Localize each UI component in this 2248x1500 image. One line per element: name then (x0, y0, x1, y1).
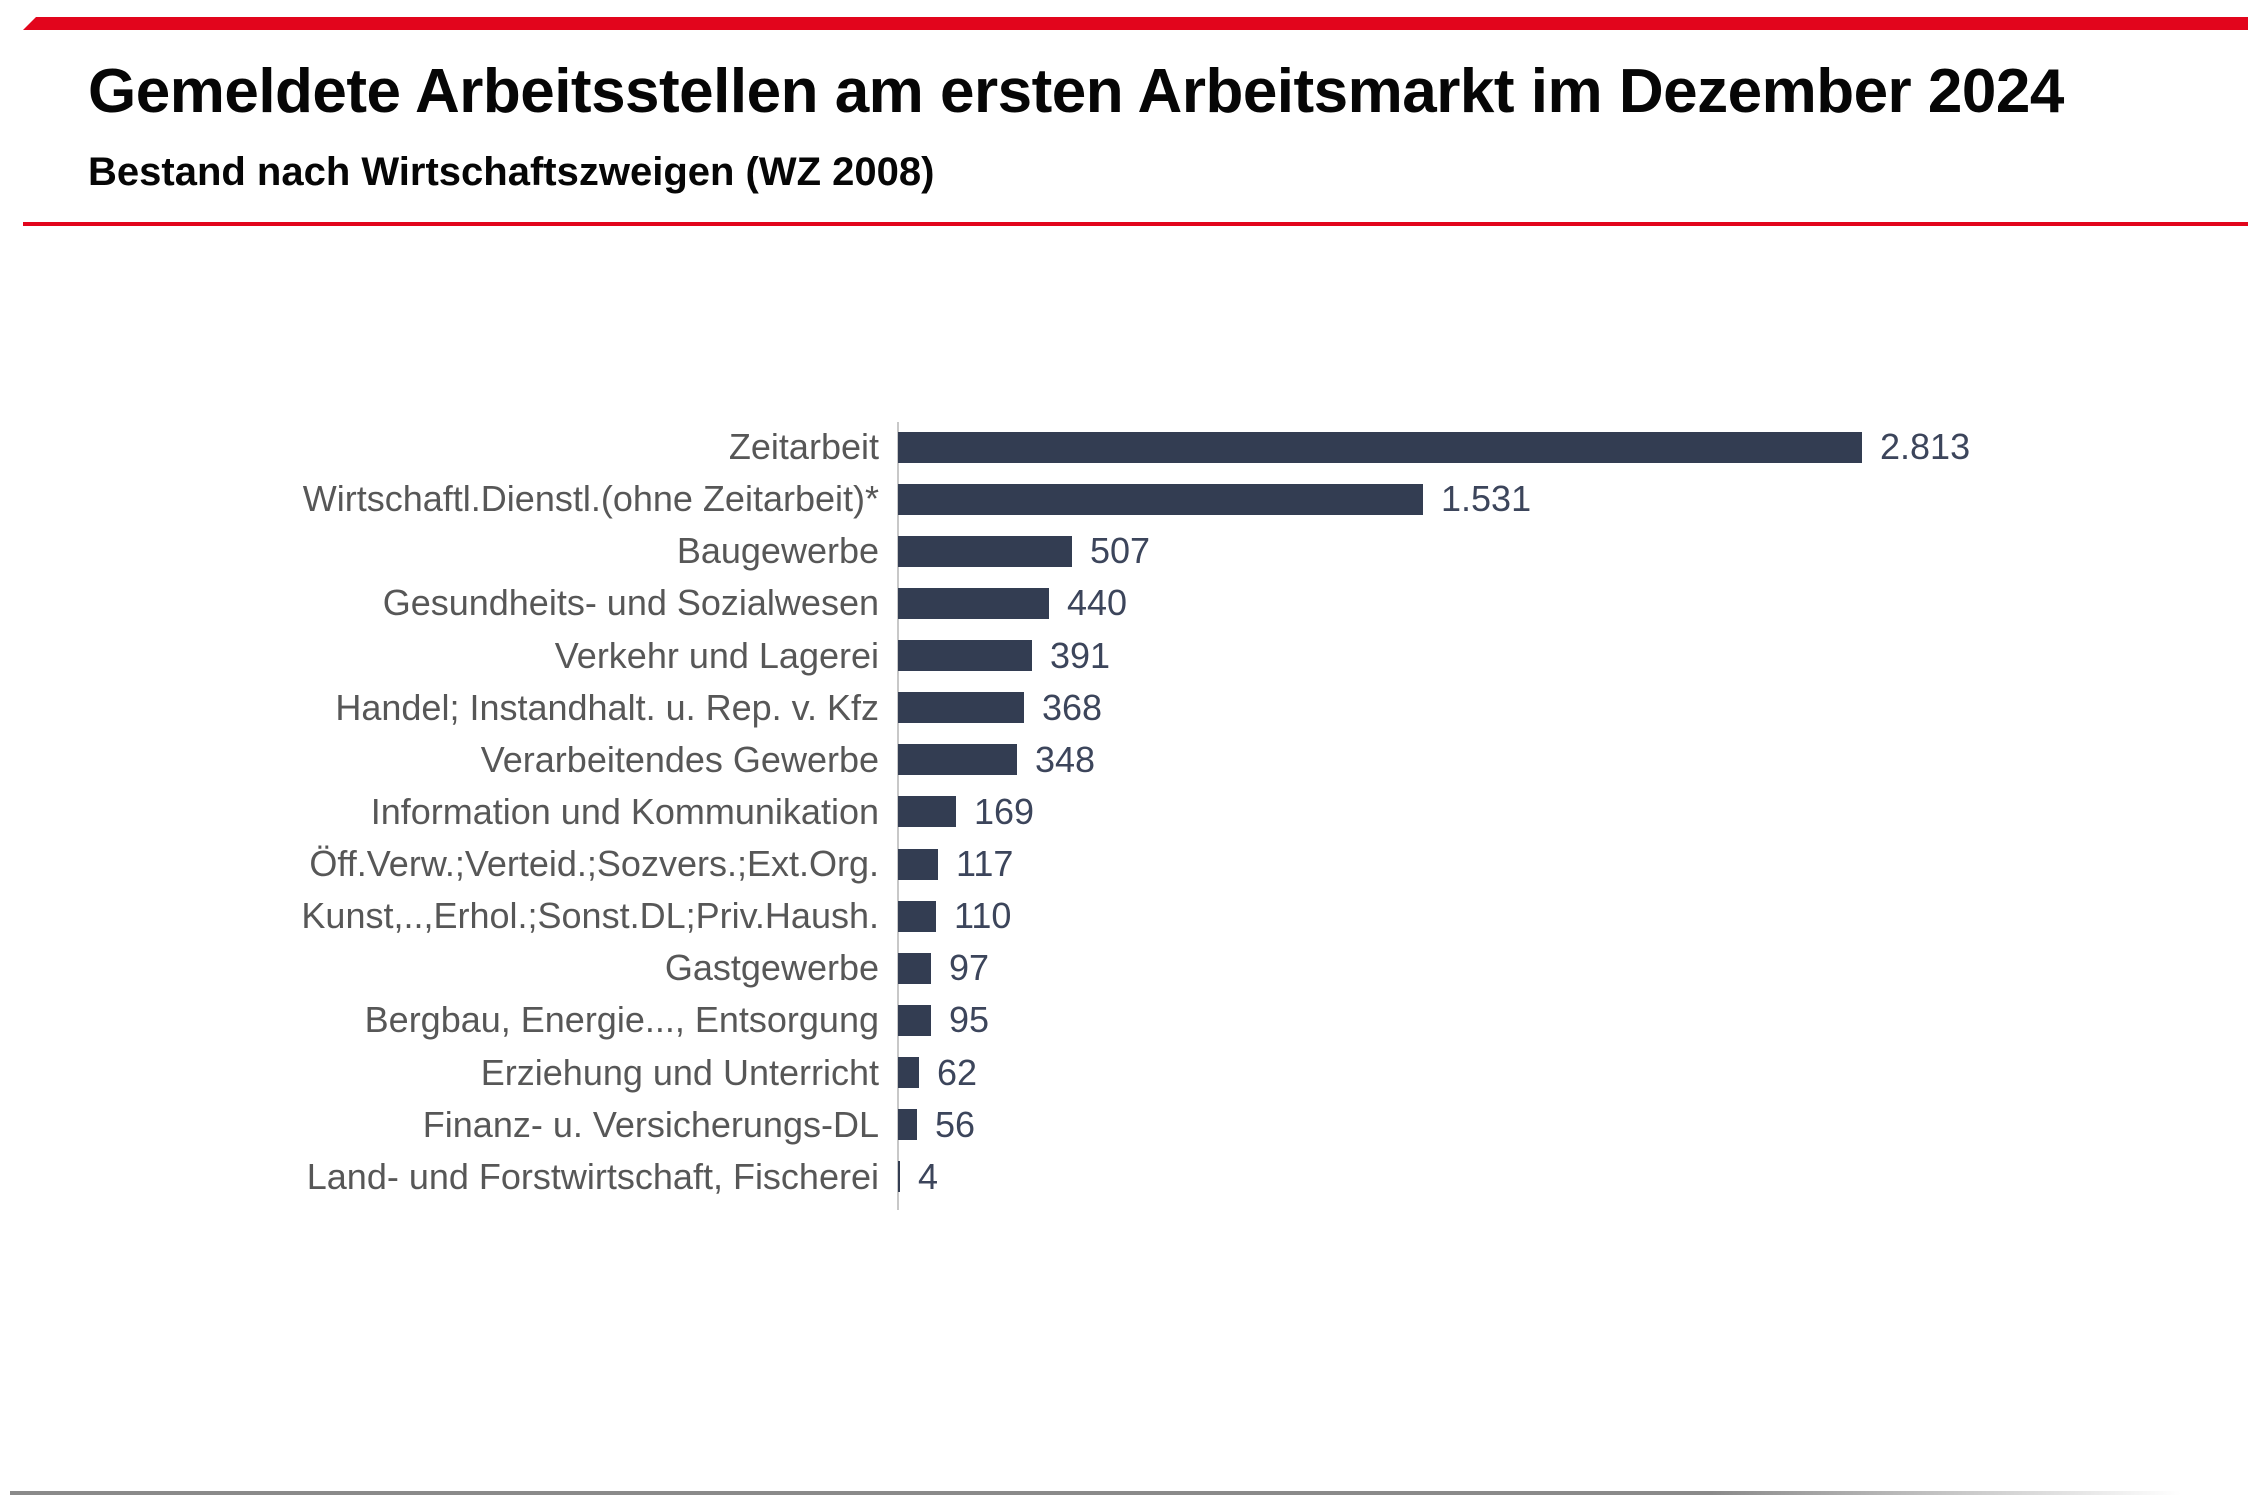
category-label: Handel; Instandhalt. u. Rep. v. Kfz (335, 686, 879, 728)
chart-row: Kunst,..,Erhol.;Sonst.DL;Priv.Haush. 110 (0, 890, 2248, 942)
value-label: 391 (1050, 634, 1111, 676)
bar-area: 507 (898, 525, 1150, 577)
value-label: 1.531 (1441, 478, 1532, 520)
value-label: 507 (1090, 530, 1151, 572)
value-label: 56 (935, 1103, 976, 1145)
chart-row: Bergbau, Energie..., Entsorgung 95 (0, 994, 2248, 1046)
value-label: 348 (1035, 738, 1096, 780)
chart-row: Land- und Forstwirtschaft, Fischerei 4 (0, 1151, 2248, 1203)
bar-area: 56 (898, 1099, 975, 1151)
header-red-rule (23, 222, 2248, 226)
bar (898, 848, 938, 880)
chart-row: Öff.Verw.;Verteid.;Sozvers.;Ext.Org. 117 (0, 838, 2248, 890)
category-label: Information und Kommunikation (370, 790, 879, 832)
value-label: 97 (949, 947, 990, 989)
chart-row: Finanz- u. Versicherungs-DL 56 (0, 1099, 2248, 1151)
value-label: 110 (954, 895, 1012, 937)
bar-area: 4 (898, 1151, 938, 1203)
category-label: Verkehr und Lagerei (554, 634, 879, 676)
bar-area: 1.531 (898, 473, 1531, 525)
category-label: Finanz- u. Versicherungs-DL (422, 1103, 879, 1145)
value-label: 440 (1067, 582, 1128, 624)
category-label: Verarbeitendes Gewerbe (480, 738, 879, 780)
category-label: Öff.Verw.;Verteid.;Sozvers.;Ext.Org. (309, 843, 879, 885)
chart-row: Zeitarbeit 2.813 (0, 421, 2248, 473)
top-red-rule (23, 17, 2248, 30)
bar (898, 431, 1862, 463)
bar-area: 391 (898, 630, 1110, 682)
value-label: 4 (918, 1155, 939, 1197)
category-label: Bergbau, Energie..., Entsorgung (364, 999, 879, 1041)
chart-rows: Zeitarbeit 2.813 Wirtschaftl.Dienstl.(oh… (0, 421, 2248, 1203)
bar (898, 952, 931, 984)
value-label: 368 (1042, 686, 1103, 728)
bar-area: 169 (898, 786, 1034, 838)
chart-row: Verkehr und Lagerei 391 (0, 630, 2248, 682)
category-label: Kunst,..,Erhol.;Sonst.DL;Priv.Haush. (301, 895, 879, 937)
chart-row: Wirtschaftl.Dienstl.(ohne Zeitarbeit)* 1… (0, 473, 2248, 525)
category-label: Erziehung und Unterricht (480, 1051, 879, 1093)
bar-area: 440 (898, 577, 1127, 629)
chart-row: Erziehung und Unterricht 62 (0, 1047, 2248, 1099)
chart-row: Gastgewerbe 97 (0, 942, 2248, 994)
value-label: 95 (949, 999, 990, 1041)
bottom-gray-rule (10, 1491, 2248, 1495)
page-title: Gemeldete Arbeitsstellen am ersten Arbei… (88, 57, 2064, 126)
value-label: 2.813 (1880, 426, 1971, 468)
bar-area: 117 (898, 838, 1013, 890)
category-label: Zeitarbeit (728, 426, 879, 468)
bar-chart: Zeitarbeit 2.813 Wirtschaftl.Dienstl.(oh… (0, 421, 2248, 1210)
bar (898, 744, 1017, 776)
bar (898, 900, 936, 932)
bar-area: 348 (898, 734, 1095, 786)
category-label: Baugewerbe (676, 530, 879, 572)
category-label: Wirtschaftl.Dienstl.(ohne Zeitarbeit)* (302, 478, 879, 520)
bar-area: 95 (898, 994, 989, 1046)
bar (898, 692, 1024, 724)
category-label: Gesundheits- und Sozialwesen (382, 582, 879, 624)
value-label: 117 (956, 843, 1014, 885)
category-label: Land- und Forstwirtschaft, Fischerei (306, 1155, 879, 1197)
bar-area: 2.813 (898, 421, 1970, 473)
bar-area: 62 (898, 1047, 977, 1099)
chart-row: Information und Kommunikation 169 (0, 786, 2248, 838)
bar (898, 1057, 919, 1089)
category-label: Gastgewerbe (664, 947, 879, 989)
bar-area: 110 (898, 890, 1011, 942)
bar (898, 1109, 917, 1141)
bar (898, 483, 1423, 515)
bar (898, 587, 1049, 619)
bar (898, 640, 1032, 672)
value-label: 169 (974, 790, 1035, 832)
bar (898, 1004, 931, 1036)
page-subtitle: Bestand nach Wirtschaftszweigen (WZ 2008… (88, 150, 935, 194)
value-label: 62 (937, 1051, 978, 1093)
chart-row: Verarbeitendes Gewerbe 348 (0, 734, 2248, 786)
chart-row: Baugewerbe 507 (0, 525, 2248, 577)
bar (898, 796, 956, 828)
chart-row: Gesundheits- und Sozialwesen 440 (0, 577, 2248, 629)
chart-row: Handel; Instandhalt. u. Rep. v. Kfz 368 (0, 682, 2248, 734)
bar (898, 535, 1072, 567)
bar (898, 1161, 900, 1193)
bar-area: 368 (898, 682, 1102, 734)
bar-area: 97 (898, 942, 989, 994)
